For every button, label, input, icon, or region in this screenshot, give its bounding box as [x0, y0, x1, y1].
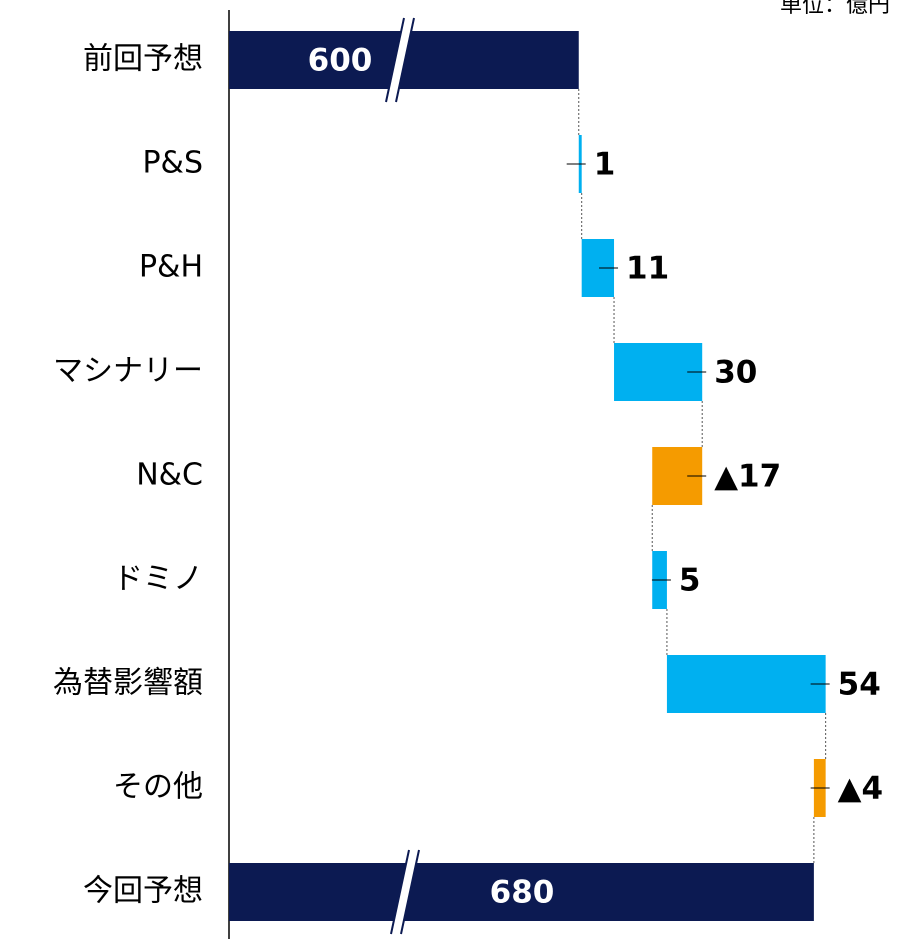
- category-label: P&S: [142, 146, 203, 181]
- category-label: 為替影響額: [53, 666, 203, 701]
- axis-break: [386, 18, 414, 102]
- value-label: ▲4: [838, 771, 883, 807]
- axis-break-line: [395, 17, 415, 103]
- category-label: マシナリー: [53, 354, 203, 389]
- total-label: 680: [490, 875, 555, 911]
- value-label: ▲17: [714, 459, 781, 495]
- value-label: 1: [594, 147, 616, 183]
- value-label: 54: [838, 667, 881, 703]
- category-label: P&H: [139, 250, 203, 285]
- unit-label: 単位：億円: [780, 0, 890, 18]
- axis-break-line: [400, 849, 420, 935]
- category-label: 前回予想: [83, 42, 203, 77]
- value-label: 11: [626, 251, 669, 287]
- category-label: ドミノ: [113, 562, 203, 597]
- category-label: その他: [113, 770, 203, 805]
- delta-bar: [666, 655, 826, 713]
- value-label: 30: [714, 355, 757, 391]
- axis-break-line: [390, 849, 410, 935]
- category-label: 今回予想: [83, 874, 203, 909]
- axis-break-line: [385, 17, 405, 103]
- category-label: N&C: [136, 458, 203, 493]
- total-label: 600: [308, 43, 373, 79]
- value-label: 5: [679, 563, 701, 599]
- axis-break: [391, 850, 419, 934]
- total-bar: [229, 863, 814, 921]
